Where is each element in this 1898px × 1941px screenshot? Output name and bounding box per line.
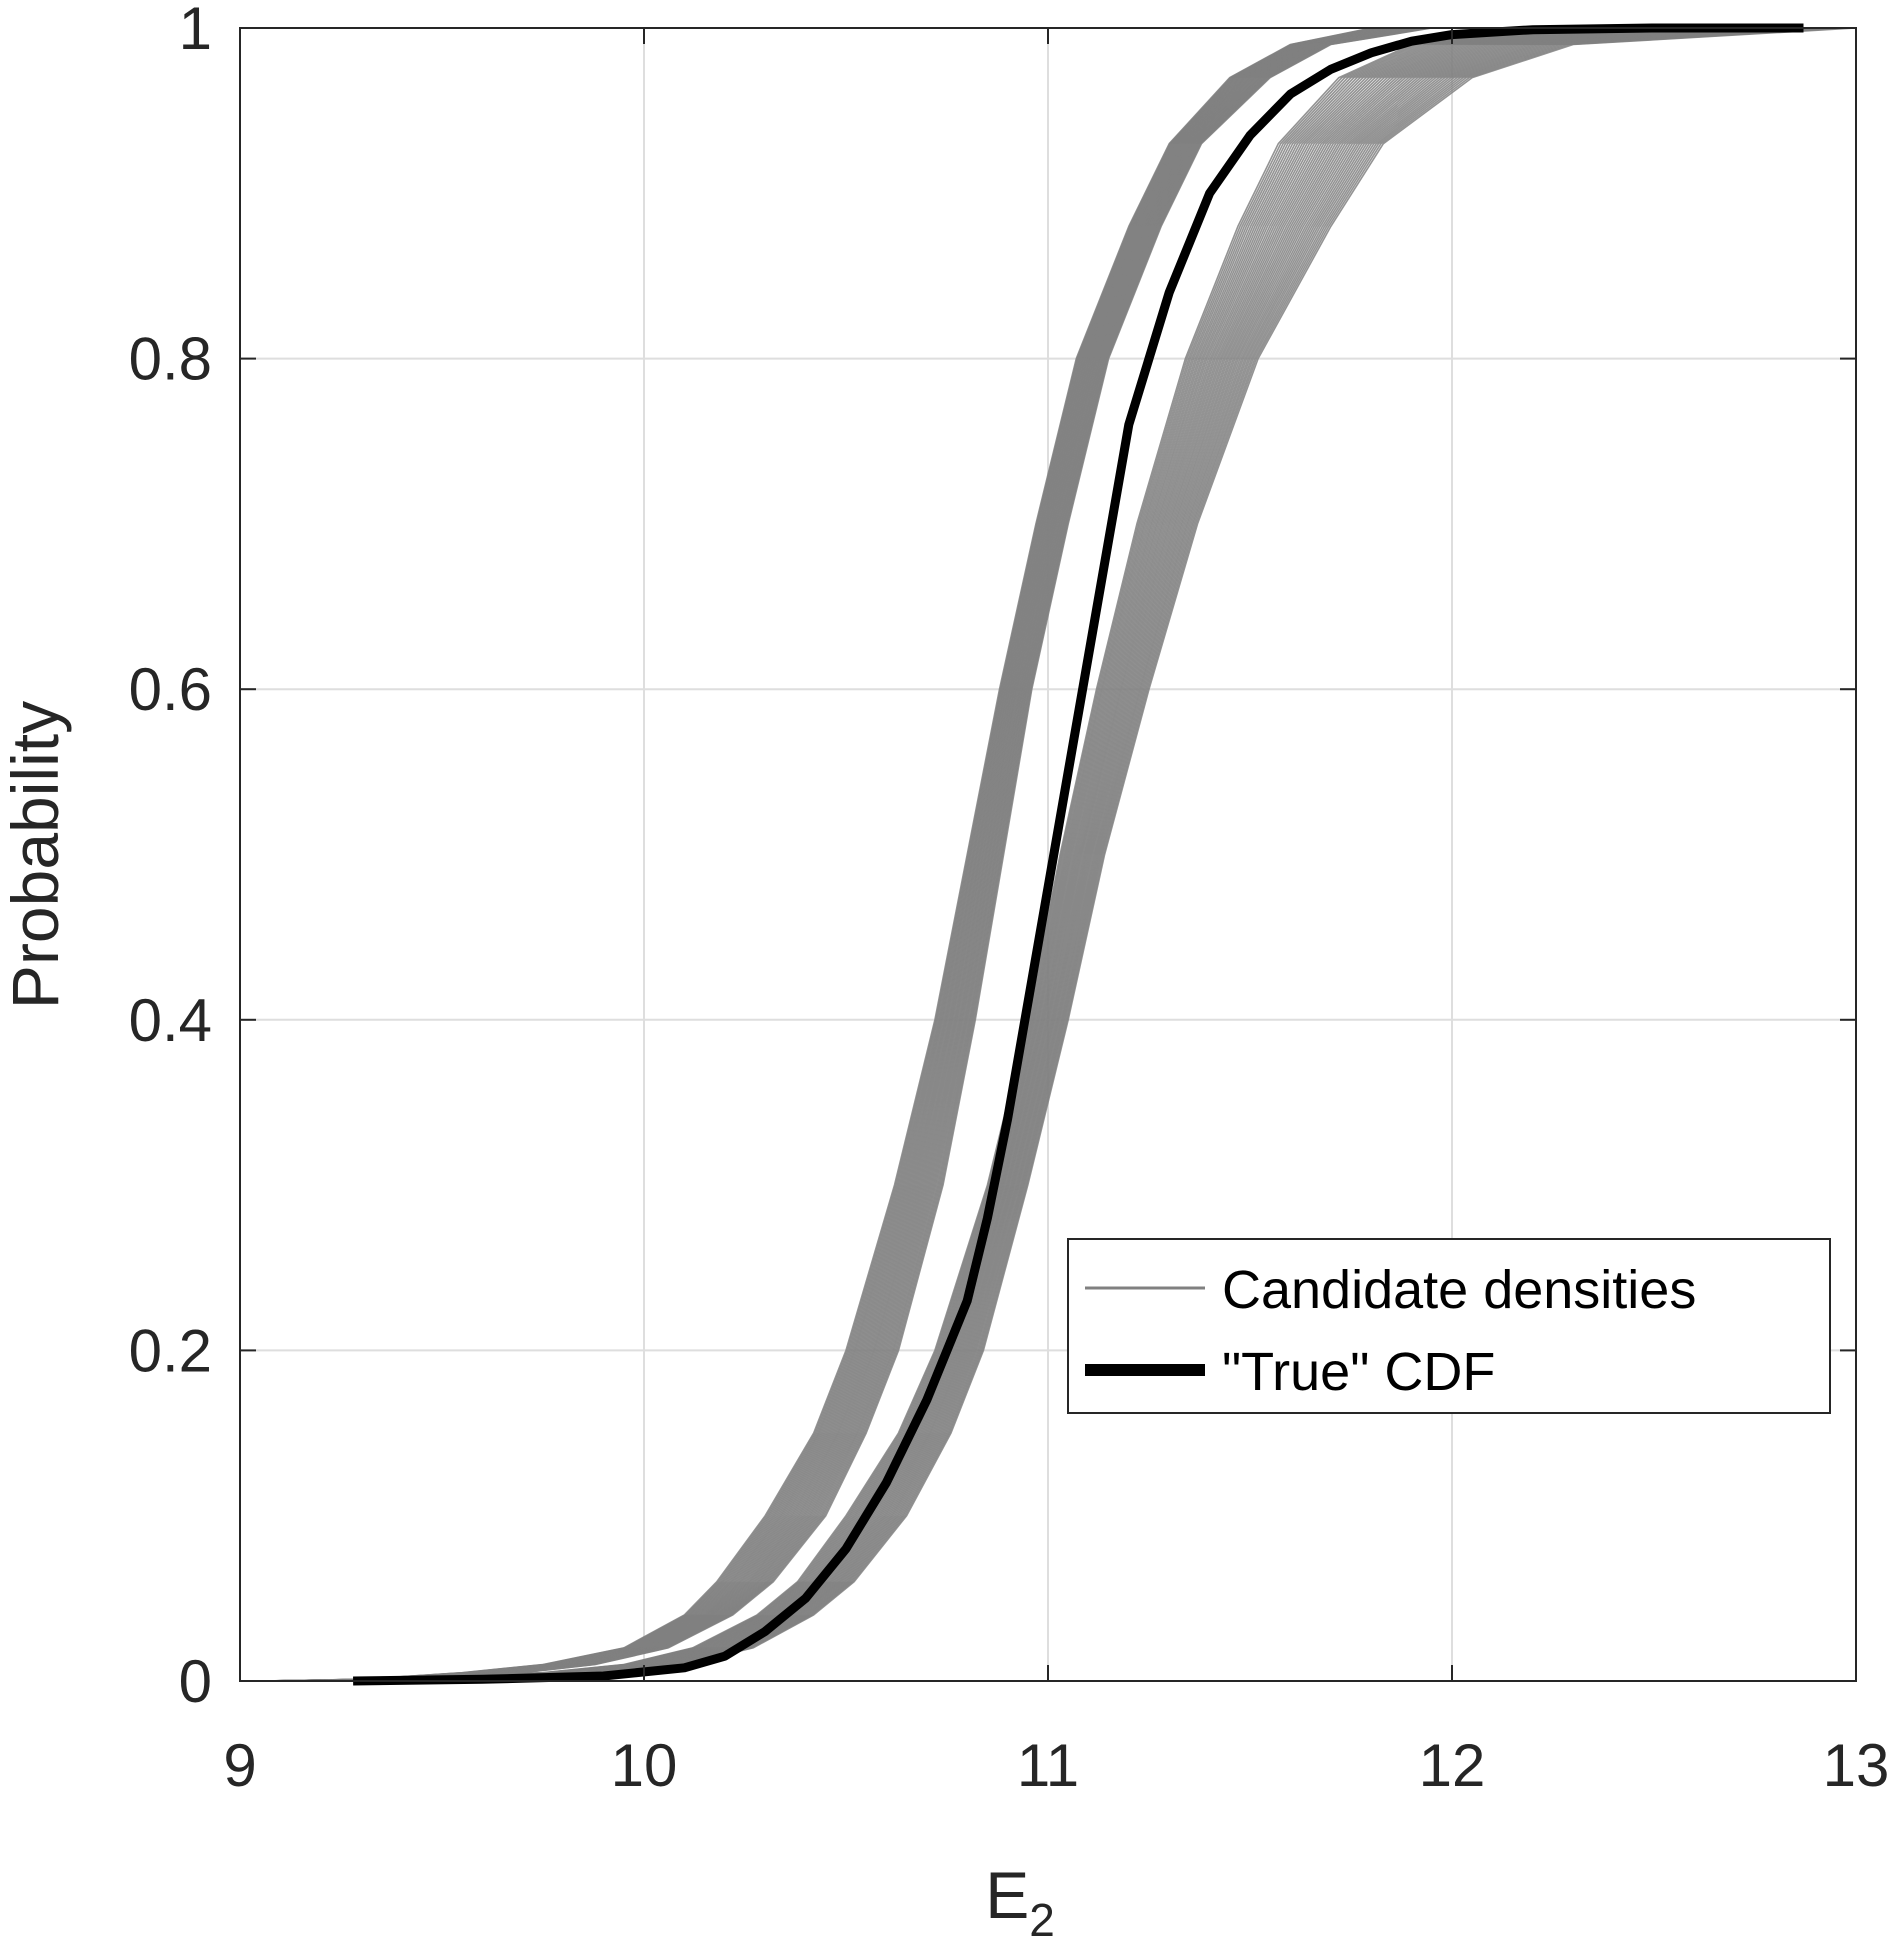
axis-ticks: [239, 27, 1857, 1682]
x-axis-label-subscript: 2: [1029, 1894, 1055, 1941]
y-tick-label: 0.6: [129, 656, 212, 723]
x-tick-labels: 9 10 11 12 13: [223, 1732, 1889, 1799]
true-cdf-curve: [353, 23, 1804, 1686]
true-cdf-line: [353, 23, 1804, 1686]
y-tick-labels: 0 0.2 0.4 0.6 0.8 1: [129, 0, 212, 1715]
x-tick-label: 10: [611, 1732, 678, 1799]
y-axis-label: Probability: [0, 701, 72, 1009]
x-tick-label: 13: [1823, 1732, 1890, 1799]
x-tick-label: 11: [1017, 1732, 1079, 1799]
y-tick-label: 1: [179, 0, 212, 62]
legend-label-candidates: Candidate densities: [1222, 1260, 1696, 1320]
x-tick-label: 12: [1419, 1732, 1486, 1799]
y-tick-label: 0.4: [129, 987, 212, 1054]
y-tick-label: 0.2: [129, 1317, 212, 1384]
legend-label-true-cdf: "True" CDF: [1222, 1342, 1495, 1402]
x-axis-label-main: E: [985, 1858, 1029, 1932]
y-tick-label: 0.8: [129, 326, 212, 393]
legend: Candidate densities "True" CDF: [1067, 1238, 1831, 1414]
legend-box: [1067, 1238, 1831, 1414]
candidate-density-curve: [280, 27, 1432, 1682]
x-axis-label: E2: [985, 1858, 1055, 1941]
x-tick-label: 9: [223, 1732, 256, 1799]
y-tick-label: 0: [179, 1648, 212, 1715]
